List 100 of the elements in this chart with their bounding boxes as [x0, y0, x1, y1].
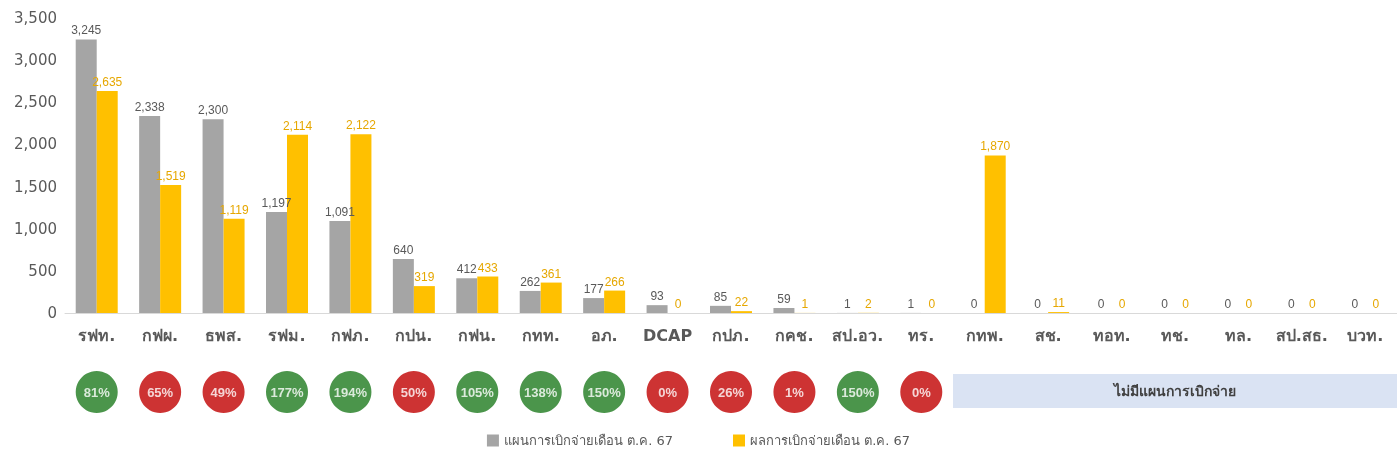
data-label: 22 [734, 295, 749, 310]
x-tick-label: สป.สธ. [1275, 325, 1328, 345]
y-tick-label: 0 [47, 304, 57, 322]
data-label: 0 [1309, 297, 1317, 311]
y-tick-label: 1,000 [14, 219, 57, 238]
bar [266, 212, 287, 313]
data-label: 262 [520, 274, 541, 289]
x-tick-label: กฟผ. [142, 325, 179, 345]
data-label: 2,300 [198, 103, 229, 118]
data-label: 1,870 [980, 139, 1011, 154]
x-tick-label: ทอท. [1092, 325, 1131, 345]
x-tick-label: กคช. [775, 325, 814, 345]
category-label: 50% [400, 384, 428, 400]
bar [223, 218, 245, 313]
data-label: 3,245 [71, 23, 102, 38]
bar [984, 155, 1006, 313]
bar [160, 184, 182, 313]
data-label: 177 [583, 282, 604, 297]
data-label: 0 [1288, 297, 1296, 311]
data-label: 319 [414, 270, 435, 285]
x-tick-label: ทร. [908, 325, 935, 345]
data-label: 1,519 [155, 168, 186, 183]
data-label: 266 [604, 274, 625, 289]
data-label: 1,119 [219, 202, 249, 217]
category-label: 65% [147, 384, 174, 400]
category-label: 81% [83, 384, 111, 400]
data-label: 11 [1052, 296, 1066, 311]
x-tick-label: กฟภ. [331, 325, 370, 345]
data-label: 2,122 [345, 118, 377, 133]
data-label: 2 [865, 296, 873, 311]
legend-label: ผลการเบิกจ่ายเดือน ต.ค. 67 [750, 433, 911, 448]
y-tick-label: 3,500 [14, 9, 57, 27]
y-tick-label: 500 [28, 261, 57, 280]
bar [604, 290, 626, 313]
legend-label: แผนการเบิกจ่ายเดือน ต.ค. 67 [503, 433, 674, 448]
x-tick-label: กทท. [521, 325, 560, 345]
x-tick-label: อภ. [590, 325, 618, 345]
category-label: 49% [210, 384, 238, 400]
bar [710, 305, 731, 313]
x-tick-label: DCAP [643, 325, 693, 345]
bar [519, 290, 541, 313]
category-label: 177% [270, 384, 305, 400]
category-label: 138% [524, 384, 558, 400]
bar [646, 305, 668, 313]
data-label: 0 [1372, 297, 1380, 311]
bar [456, 278, 478, 313]
category-label: 1% [785, 384, 805, 400]
bar [413, 286, 435, 313]
x-tick-label: ทช. [1160, 325, 1190, 345]
data-label: 2,635 [92, 74, 123, 89]
data-label: 433 [477, 260, 499, 275]
data-label: 0 [1161, 297, 1169, 311]
category-label: 194% [333, 384, 368, 400]
data-label: 0 [970, 297, 978, 311]
x-tick-label: กปภ. [712, 325, 750, 345]
category-label: 105% [460, 384, 495, 400]
category-label: 150% [841, 384, 875, 400]
x-tick-label: ธพส. [205, 325, 243, 345]
y-tick-label: 2,500 [14, 93, 57, 112]
bar [329, 221, 351, 313]
x-tick-label: ทล. [1224, 325, 1252, 345]
data-label: 412 [456, 262, 478, 277]
y-tick-label: 1,500 [14, 177, 57, 196]
category-label: 26% [717, 384, 745, 400]
data-label: 2,114 [282, 118, 313, 133]
data-label: 59 [777, 292, 791, 307]
bar [477, 276, 499, 313]
data-label: 1 [907, 296, 915, 311]
bar [773, 308, 795, 313]
x-tick-label: สป.อว. [832, 325, 884, 345]
data-label: 93 [650, 289, 665, 304]
text: ไม่มีแผนการเบิกจ่าย [1112, 382, 1236, 399]
category-label: 150% [587, 384, 622, 400]
x-tick-label: บวท. [1347, 325, 1384, 345]
bar [392, 259, 414, 313]
x-tick-label: กฟน. [458, 325, 497, 345]
y-tick-label: 2,000 [14, 135, 57, 154]
data-label: 0 [1351, 297, 1359, 311]
data-label: 0 [1034, 297, 1042, 311]
data-label: 2,338 [134, 99, 165, 114]
data-label: 0 [1224, 297, 1232, 311]
data-label: 0 [1097, 297, 1105, 311]
bar [540, 282, 562, 313]
data-label: 0 [1118, 297, 1126, 311]
data-label: 361 [541, 266, 562, 281]
category-label: 0% [658, 384, 678, 400]
bar [583, 298, 605, 313]
x-tick-label: รฟม. [268, 325, 306, 345]
x-tick-label: กทพ. [965, 325, 1004, 345]
data-label: 1 [801, 296, 809, 311]
data-label: 0 [1182, 297, 1190, 311]
x-tick-label: สช. [1034, 325, 1062, 345]
data-label: 0 [674, 297, 682, 311]
data-label: 640 [393, 243, 414, 258]
data-label: 0 [1245, 297, 1253, 311]
x-tick-label: กปน. [395, 325, 433, 345]
data-label: 0 [928, 297, 936, 311]
y-tick-label: 3,000 [14, 51, 57, 70]
x-tick-label: รฟท. [78, 325, 116, 345]
bar [96, 90, 118, 313]
